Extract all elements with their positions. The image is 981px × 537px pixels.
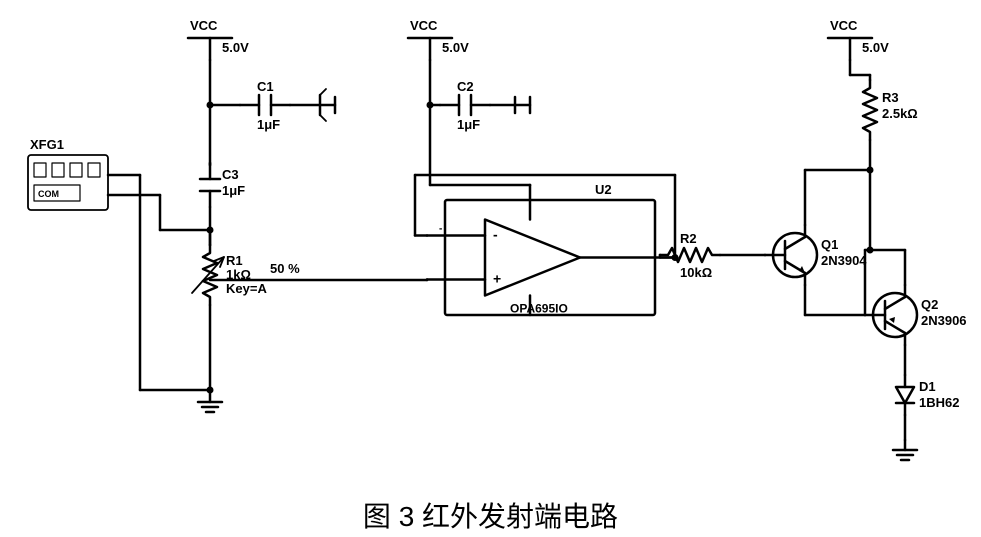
vcc-value: 5.0V [222, 40, 249, 55]
vcc-value: 5.0V [442, 40, 469, 55]
ic-name: U2 [595, 182, 612, 197]
pot-name: R1 [226, 253, 243, 268]
bjt-name: Q2 [921, 297, 938, 312]
pot-pct: 50 % [270, 261, 300, 276]
res-value: 10kΩ [680, 265, 712, 280]
ic-part: OPA695IO [510, 302, 568, 316]
diode-name: D1 [919, 379, 936, 394]
cap-value: 1μF [457, 117, 480, 132]
cap-name: C1 [257, 79, 274, 94]
vcc-value: 5.0V [862, 40, 889, 55]
xfg1-com: COM [38, 189, 59, 199]
vcc-label: VCC [410, 18, 438, 33]
cap-value: 1μF [257, 117, 280, 132]
res-value: 2.5kΩ [882, 106, 918, 121]
pot-key: Key=A [226, 281, 267, 296]
cap-value: 1μF [222, 183, 245, 198]
figure-caption: 图 3 红外发射端电路 [0, 495, 981, 535]
diode-part: 1BH62 [919, 395, 959, 410]
xfg1-name: XFG1 [30, 137, 64, 152]
vcc-label: VCC [190, 18, 218, 33]
bjt-name: Q1 [821, 237, 838, 252]
opamp-minus: - [493, 227, 498, 243]
res-name: R3 [882, 90, 899, 105]
bjt-part: 2N3904 [821, 253, 867, 268]
cap-name: C2 [457, 79, 474, 94]
res-name: R2 [680, 231, 697, 246]
pin-mark: - [439, 224, 442, 235]
cap-name: C3 [222, 167, 239, 182]
opamp-plus: + [493, 271, 501, 287]
vcc-label: VCC [830, 18, 858, 33]
bjt-part: 2N3906 [921, 313, 967, 328]
